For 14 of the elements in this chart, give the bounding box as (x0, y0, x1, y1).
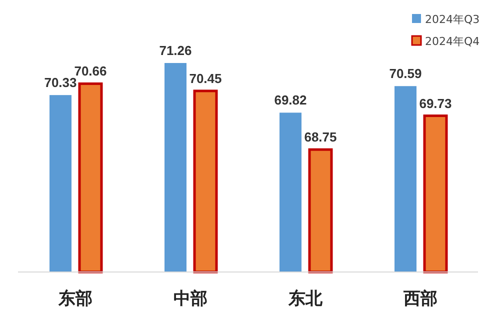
legend-label: 2024年Q4 (425, 35, 480, 48)
x-tick-label: 中部 (174, 289, 208, 309)
x-tick-label: 东北 (288, 289, 324, 309)
legend-label: 2024年Q3 (425, 13, 480, 26)
data-label: 70.33 (44, 75, 77, 90)
data-label: 70.66 (74, 64, 107, 79)
data-label: 70.59 (389, 66, 422, 82)
x-tick-label: 西部 (402, 289, 438, 309)
data-label: 70.45 (189, 70, 222, 86)
data-label: 71.26 (159, 43, 192, 58)
data-label: 69.82 (274, 92, 307, 108)
data-label: 68.75 (304, 130, 337, 145)
data-label: 69.73 (419, 96, 452, 111)
x-tick-label: 东部 (58, 289, 92, 309)
